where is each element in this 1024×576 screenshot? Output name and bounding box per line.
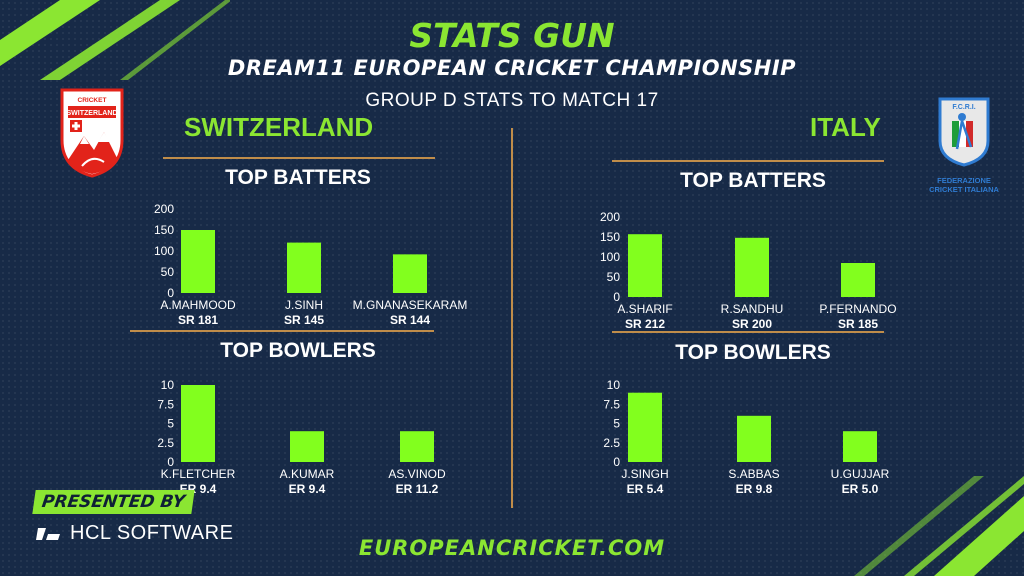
bar-as-vinod [400, 431, 434, 462]
x-category-label: AS.VINOD [388, 467, 446, 481]
bar-p-fernando [841, 263, 875, 297]
team-name-right: ITALY [810, 112, 881, 142]
x-category-label: A.MAHMOOD [160, 298, 236, 312]
y-tick-label: 2.5 [157, 436, 174, 450]
x-category-label: P.FERNANDO [819, 302, 896, 316]
x-category-label: S.ABBAS [728, 467, 779, 481]
x-category-label: A.KUMAR [280, 467, 335, 481]
y-tick-label: 50 [607, 270, 621, 284]
bar-sublabel: SR 185 [838, 317, 878, 331]
bar-sublabel: SR 145 [284, 313, 324, 327]
section-title-sui-bowlers: TOP BOWLERS [220, 339, 376, 362]
website-url[interactable]: EUROPEANCRICKET.COM [358, 536, 666, 560]
center-divider [511, 128, 513, 508]
bar-sublabel: SR 144 [390, 313, 430, 327]
bar-a-sharif [628, 234, 662, 297]
x-category-label: M.GNANASEKARAM [353, 298, 468, 312]
y-tick-label: 0 [613, 290, 620, 304]
y-tick-label: 2.5 [603, 436, 620, 450]
bar-u-gujjar [843, 431, 877, 462]
y-tick-label: 50 [161, 265, 175, 279]
bar-s-abbas [737, 415, 771, 462]
sponsor-logo: HCL SOFTWARE [36, 522, 233, 545]
corner-stripes-top-left [0, 0, 230, 80]
switzerland-cricket-logo: CRICKET SWITZERLAND [60, 88, 124, 183]
divider-left-middle [130, 330, 434, 332]
italy-cricket-logo: F.C.R.I. FEDERAZIONE CRICKET ITALIANA [924, 97, 1004, 194]
section-title-ita-bowlers: TOP BOWLERS [675, 341, 831, 364]
bar-j-singh [628, 392, 662, 462]
x-category-label: A.SHARIF [617, 302, 672, 316]
y-tick-label: 100 [600, 250, 620, 264]
bar-sublabel: ER 9.4 [289, 482, 326, 496]
y-tick-label: 150 [154, 223, 174, 237]
bar-a-mahmood [181, 230, 215, 293]
x-category-label: J.SINGH [621, 467, 668, 481]
y-tick-label: 0 [613, 455, 620, 469]
y-tick-label: 200 [600, 210, 620, 224]
divider-right-middle [612, 331, 884, 333]
x-category-label: U.GUJJAR [831, 467, 890, 481]
section-title-sui-batters: TOP BATTERS [225, 166, 371, 189]
x-category-label: R.SANDHU [721, 302, 784, 316]
y-tick-label: 7.5 [603, 397, 620, 411]
y-tick-label: 7.5 [157, 397, 174, 411]
section-title-ita-batters: TOP BATTERS [680, 169, 826, 192]
logo-text-switzerland: SWITZERLAND [67, 110, 118, 117]
y-tick-label: 0 [167, 286, 174, 300]
bar-sublabel: ER 11.2 [396, 482, 439, 496]
bar-m-gnanasekaram [393, 254, 427, 293]
y-tick-label: 100 [154, 244, 174, 258]
hcl-logo-icon [36, 527, 60, 540]
y-tick-label: 0 [167, 455, 174, 469]
bar-sublabel: SR 200 [732, 317, 772, 331]
bar-sublabel: SR 181 [178, 313, 218, 327]
bar-sublabel: ER 5.0 [842, 482, 879, 496]
bar-j-sinh [287, 242, 321, 293]
logo-text-fcri: F.C.R.I. [952, 104, 975, 111]
x-category-label: J.SINH [285, 298, 323, 312]
bar-a-kumar [290, 431, 324, 462]
brand-title: STATS GUN [409, 16, 615, 55]
x-category-label: K.FLETCHER [161, 467, 236, 481]
bar-sublabel: SR 212 [625, 317, 665, 331]
bar-sublabel: ER 9.8 [736, 482, 773, 496]
y-tick-label: 5 [167, 417, 174, 431]
logo-text-cricket: CRICKET [78, 97, 107, 104]
bar-r-sandhu [735, 237, 769, 297]
divider-left-top [163, 157, 435, 159]
logo-text-cricket-italiana: CRICKET ITALIANA [929, 185, 999, 194]
event-title: DREAM11 EUROPEAN CRICKET CHAMPIONSHIP [227, 56, 797, 80]
y-tick-label: 150 [600, 230, 620, 244]
y-tick-label: 10 [607, 378, 621, 392]
y-tick-label: 200 [154, 202, 174, 216]
presented-by-badge: PRESENTED BY [32, 490, 195, 514]
team-name-left: SWITZERLAND [184, 112, 374, 142]
logo-text-federazione: FEDERAZIONE [937, 176, 991, 185]
sponsor-name: HCL SOFTWARE [70, 522, 234, 544]
corner-stripes-bottom-right [854, 476, 1024, 576]
bar-sublabel: ER 5.4 [627, 482, 664, 496]
y-tick-label: 5 [613, 417, 620, 431]
page-subtitle: GROUP D STATS TO MATCH 17 [365, 90, 659, 111]
divider-right-top [612, 160, 884, 162]
y-tick-label: 10 [161, 378, 175, 392]
bar-k-fletcher [181, 385, 215, 462]
